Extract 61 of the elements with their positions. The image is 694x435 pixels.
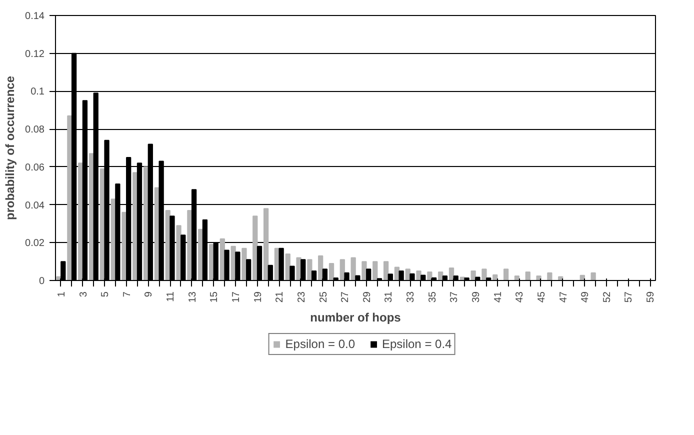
x-tick-label: 57 [624,291,635,303]
bar [362,261,367,280]
bar [470,270,476,280]
bar [350,257,356,280]
legend-label: Epsilon = 0.0 [285,337,355,351]
y-tick-label: 0.02 [25,238,45,250]
y-tick-label: 0.06 [25,162,45,174]
bar [383,261,389,280]
bar [242,248,247,280]
x-tick-label: 39 [471,291,482,303]
x-tick-label: 31 [384,291,395,303]
x-tick-label: 47 [558,291,570,303]
legend-label: Epsilon = 0.4 [382,337,452,351]
y-axis-title: probability of occurrence [3,76,18,220]
bar [372,261,378,280]
x-tick-label: 13 [187,291,198,303]
x-tick-label: 21 [274,291,286,303]
x-tick-label: 25 [318,291,330,303]
bar [503,268,509,280]
bar [252,216,258,280]
x-tick-label: 17 [231,291,242,303]
bar [263,208,269,280]
x-tick-label: 59 [646,291,657,303]
bar [427,271,432,280]
x-tick-label: 35 [427,291,438,303]
bar [525,271,530,280]
x-tick-label: 3 [78,291,90,298]
y-tick-label: 0.04 [25,200,45,212]
x-tick-label: 19 [252,291,264,303]
bar [536,275,542,280]
y-tick-label: 0.12 [25,48,45,60]
x-tick-label: 52 [602,291,613,303]
x-tick-label: 27 [340,291,352,303]
x-tick-label: 29 [362,291,373,303]
x-tick-label: 11 [166,291,177,302]
y-tick-label: 0.1 [30,86,45,98]
x-tick-label: 15 [209,291,220,303]
bar [318,255,324,280]
bar [482,268,487,280]
x-tick-label: 1 [56,291,68,298]
y-tick-label: 0.14 [25,11,45,22]
y-tick-label: 0.08 [25,124,45,136]
x-tick-label: 49 [580,291,592,303]
x-tick-label: 43 [514,291,526,303]
bar [590,272,596,280]
x-tick-label: 23 [296,291,308,303]
bar [176,225,182,280]
bar [416,270,422,280]
x-tick-label: 9 [144,291,155,298]
x-tick-label: 5 [100,291,112,298]
bar [448,268,454,280]
y-tick-label: 0 [38,276,45,287]
bar [328,262,334,280]
bar [547,272,552,280]
bar [307,259,312,280]
x-tick-label: 41 [492,291,504,303]
x-tick-label: 7 [122,291,133,298]
x-tick-label: 45 [536,291,548,303]
x-tick-label: 37 [449,291,460,303]
x-tick-label: 33 [406,291,417,303]
x-axis-title: number of hops [310,310,402,325]
